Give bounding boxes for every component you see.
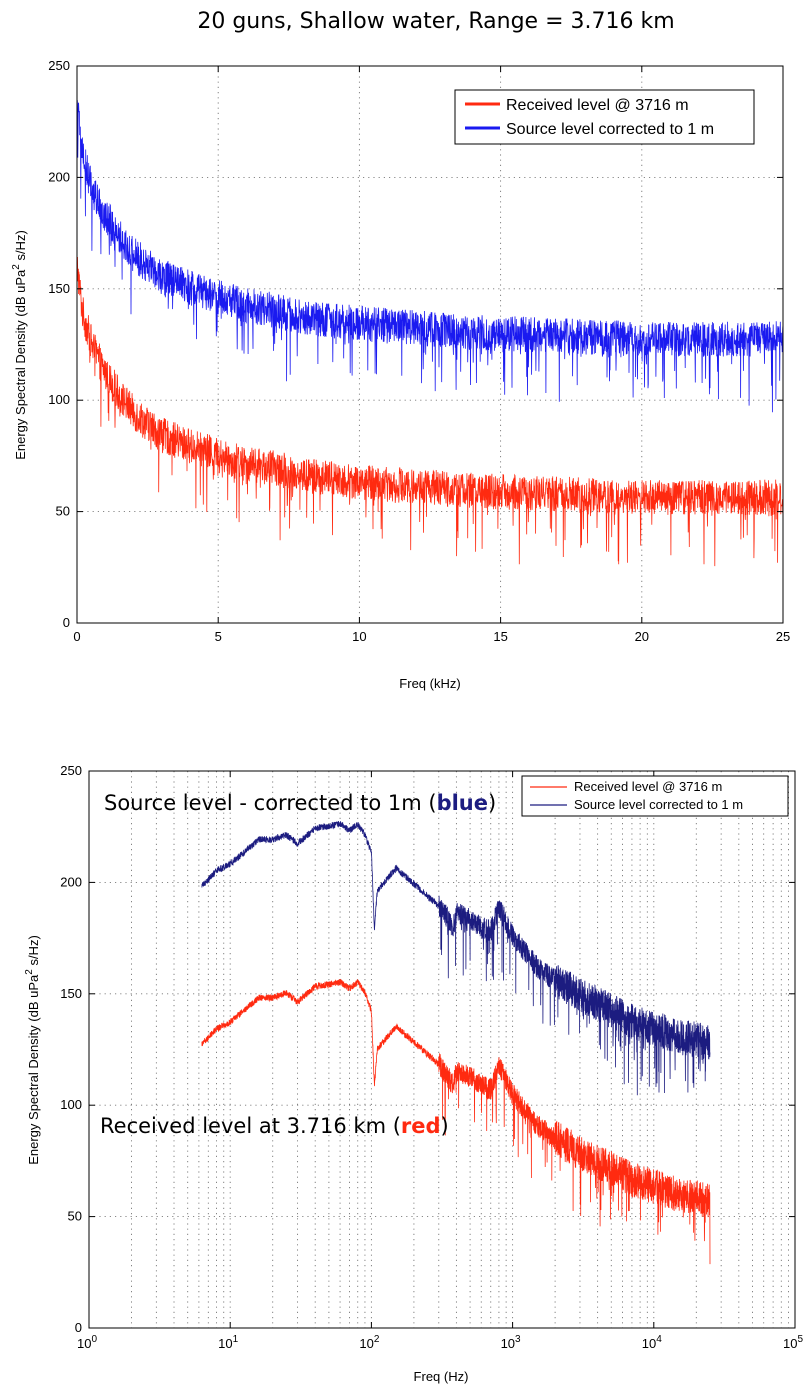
top-y-axis-label-end: s/Hz)	[13, 230, 28, 264]
bottom-x-tick-label: 105	[783, 1334, 803, 1351]
top-y-axis-label: Energy Spectral Density (dB uPa2 s/Hz)	[11, 230, 28, 460]
top-x-tick-label: 5	[215, 629, 222, 644]
top-y-axis-label-sup: 2	[11, 264, 22, 270]
bottom-y-tick-label: 150	[60, 986, 82, 1001]
top-x-tick-label: 25	[776, 629, 790, 644]
bottom-x-axis-label: Freq (Hz)	[414, 1369, 469, 1384]
top-x-tick-label: 20	[635, 629, 649, 644]
top-legend-label-received: Received level @ 3716 m	[506, 97, 689, 114]
bottom-x-tick-label: 102	[359, 1334, 379, 1351]
bottom-y-tick-label: 0	[75, 1320, 82, 1335]
bottom-plot-frame	[88, 770, 796, 1329]
top-y-tick-label: 50	[56, 504, 70, 519]
annotation-received-level: Received level at 3.716 km (red)	[100, 1114, 449, 1138]
top-y-tick-label: 100	[48, 392, 70, 407]
bottom-series	[201, 820, 711, 1265]
bottom-legend: Received level @ 3716 m Source level cor…	[521, 775, 789, 817]
top-x-axis-label: Freq (kHz)	[399, 676, 460, 691]
bottom-series-line-received	[201, 978, 711, 1265]
annotation-source-prefix: Source level - corrected to 1m (	[104, 791, 437, 815]
top-plot-frame	[76, 65, 784, 624]
top-grid	[77, 66, 783, 623]
bottom-y-axis-label-sup: 2	[24, 969, 35, 975]
annotation-received-suffix: )	[441, 1114, 449, 1138]
top-legend: Received level @ 3716 m Source level cor…	[454, 89, 755, 145]
top-x-tick-label: 0	[73, 629, 80, 644]
top-x-tick-label: 15	[493, 629, 507, 644]
annotation-source-suffix: )	[488, 791, 496, 815]
bottom-ticks: 0 50 100 150 200 250 100 101 102 103 104 105	[60, 763, 803, 1351]
bottom-legend-label-source: Source level corrected to 1 m	[574, 797, 743, 812]
annotation-source-color-word: blue	[437, 791, 488, 815]
top-legend-box	[454, 89, 755, 145]
bottom-y-axis-label: Energy Spectral Density (dB uPa2 s/Hz)	[24, 935, 41, 1165]
bottom-x-tick-label: 104	[642, 1334, 662, 1351]
top-y-tick-label: 0	[63, 615, 70, 630]
figure-title: 20 guns, Shallow water, Range = 3.716 km	[197, 9, 674, 34]
annotation-received-prefix: Received level at 3.716 km (	[100, 1114, 401, 1138]
top-y-tick-label: 200	[48, 169, 70, 184]
top-legend-label-source: Source level corrected to 1 m	[506, 121, 714, 138]
bottom-y-tick-label: 250	[60, 763, 82, 778]
top-series	[76, 100, 784, 567]
bottom-legend-box	[521, 775, 789, 817]
top-y-axis-label-main: Energy Spectral Density (dB uPa	[13, 269, 28, 460]
top-series-line-source	[76, 100, 784, 413]
top-series-line-received	[76, 256, 784, 567]
bottom-x-tick-label: 101	[218, 1334, 238, 1351]
bottom-series-line-source	[201, 820, 711, 1096]
bottom-legend-label-received: Received level @ 3716 m	[574, 779, 722, 794]
bottom-y-tick-label: 100	[60, 1097, 82, 1112]
annotation-received-color-word: red	[401, 1114, 441, 1138]
bottom-x-tick-label: 103	[501, 1334, 521, 1351]
bottom-y-tick-label: 50	[68, 1209, 82, 1224]
bottom-y-tick-label: 200	[60, 874, 82, 889]
bottom-chart: 0 50 100 150 200 250 100 101 102 103 104 105 Freq (…	[24, 763, 803, 1384]
top-x-tick-label: 10	[352, 629, 366, 644]
annotation-source-level: Source level - corrected to 1m (blue)	[104, 791, 496, 815]
bottom-y-axis-label-main: Energy Spectral Density (dB uPa	[26, 974, 41, 1165]
bottom-grid	[89, 771, 795, 1328]
bottom-y-axis-label-end: s/Hz)	[26, 935, 41, 969]
top-y-tick-label: 250	[48, 58, 70, 73]
bottom-x-tick-label: 100	[77, 1334, 97, 1351]
top-y-tick-label: 150	[48, 281, 70, 296]
